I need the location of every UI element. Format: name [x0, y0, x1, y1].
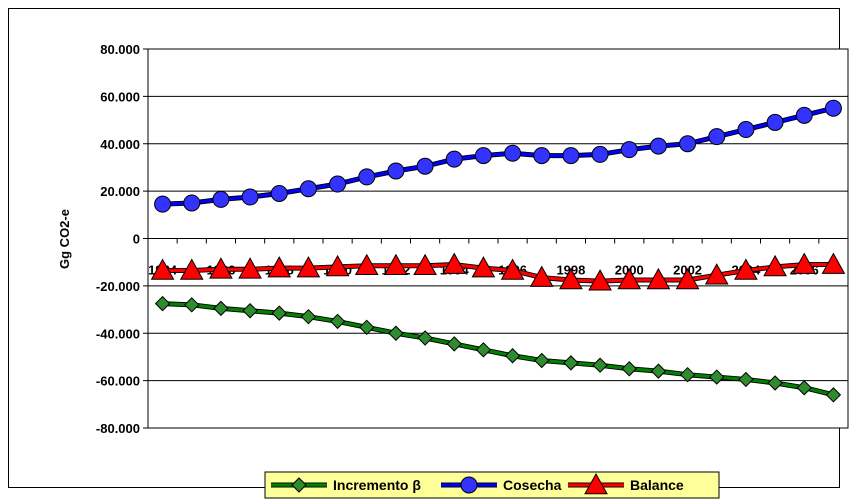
- data-point: [709, 369, 725, 385]
- data-point: [738, 371, 754, 388]
- data-point: [824, 99, 842, 117]
- data-point: [562, 147, 580, 165]
- data-point: [821, 252, 846, 274]
- legend-marker: [584, 472, 608, 495]
- data-point: [213, 300, 229, 317]
- data-point: [388, 325, 404, 341]
- data-point: [445, 150, 463, 168]
- data-point: [621, 361, 637, 377]
- data-point: [592, 357, 608, 373]
- data-point: [763, 254, 787, 277]
- data-point: [504, 144, 522, 162]
- data-point: [529, 265, 554, 287]
- data-point: [704, 263, 729, 285]
- y-tick-label: 60.000: [100, 89, 140, 104]
- y-tick-label: -60.000: [96, 374, 140, 389]
- data-point: [150, 258, 175, 280]
- data-point: [792, 252, 817, 274]
- data-point: [242, 303, 258, 319]
- data-point: [296, 256, 321, 278]
- data-point: [588, 269, 612, 291]
- data-point: [617, 267, 642, 290]
- y-tick-label: -20.000: [96, 279, 140, 294]
- data-point: [241, 188, 259, 206]
- y-tick-label: 80.000: [100, 42, 140, 57]
- data-point: [300, 308, 317, 325]
- data-point: [154, 295, 171, 312]
- data-point: [413, 253, 437, 276]
- data-point: [650, 363, 667, 379]
- data-point: [154, 195, 172, 213]
- data-point: [646, 267, 671, 290]
- data-point: [299, 180, 317, 198]
- data-point: [533, 147, 551, 165]
- data-point: [767, 375, 783, 391]
- data-point: [679, 135, 697, 153]
- data-point: [649, 137, 667, 155]
- legend-label: Balance: [630, 477, 684, 493]
- data-point: [384, 253, 408, 276]
- data-point: [534, 352, 550, 369]
- data-point: [737, 121, 755, 139]
- data-point: [591, 145, 609, 163]
- data-point: [474, 147, 492, 165]
- data-point: [329, 175, 347, 193]
- data-point: [270, 184, 288, 202]
- data-point: [446, 336, 462, 352]
- data-point: [442, 252, 467, 274]
- y-tick-label: 0: [133, 232, 140, 247]
- data-point: [708, 128, 726, 146]
- data-point: [417, 330, 433, 346]
- data-point: [825, 387, 842, 403]
- data-point: [329, 313, 346, 330]
- data-point: [796, 380, 812, 396]
- data-point: [212, 190, 230, 208]
- data-point: [475, 342, 492, 358]
- data-point: [620, 141, 638, 159]
- data-point: [559, 267, 583, 290]
- legend-marker: [291, 477, 307, 493]
- data-point: [766, 113, 784, 131]
- y-tick-label: -80.000: [96, 421, 140, 436]
- y-tick-label: 40.000: [100, 137, 140, 152]
- data-point: [354, 253, 379, 276]
- data-point: [504, 348, 521, 364]
- legend-marker: [460, 476, 478, 494]
- legend-label: Cosecha: [503, 477, 562, 493]
- data-point: [238, 257, 262, 279]
- data-point: [183, 194, 201, 212]
- y-tick-label: 20.000: [100, 184, 140, 199]
- data-point: [209, 257, 233, 279]
- data-point: [271, 305, 287, 321]
- data-point: [471, 256, 496, 278]
- legend-label: Incremento β: [333, 477, 421, 493]
- data-point: [795, 106, 813, 124]
- data-point: [184, 297, 200, 313]
- data-point: [359, 319, 375, 336]
- data-point: [267, 256, 292, 278]
- data-point: [416, 157, 434, 175]
- data-point: [325, 254, 350, 277]
- data-point: [387, 162, 405, 180]
- data-point: [500, 258, 525, 280]
- data-point: [358, 168, 376, 186]
- y-tick-label: -40.000: [96, 326, 140, 341]
- data-point: [563, 355, 579, 371]
- y-axis-title: Gg CO2-e: [57, 209, 72, 269]
- data-point: [179, 258, 204, 280]
- data-point: [679, 366, 696, 383]
- data-point: [734, 258, 758, 280]
- data-point: [675, 267, 700, 290]
